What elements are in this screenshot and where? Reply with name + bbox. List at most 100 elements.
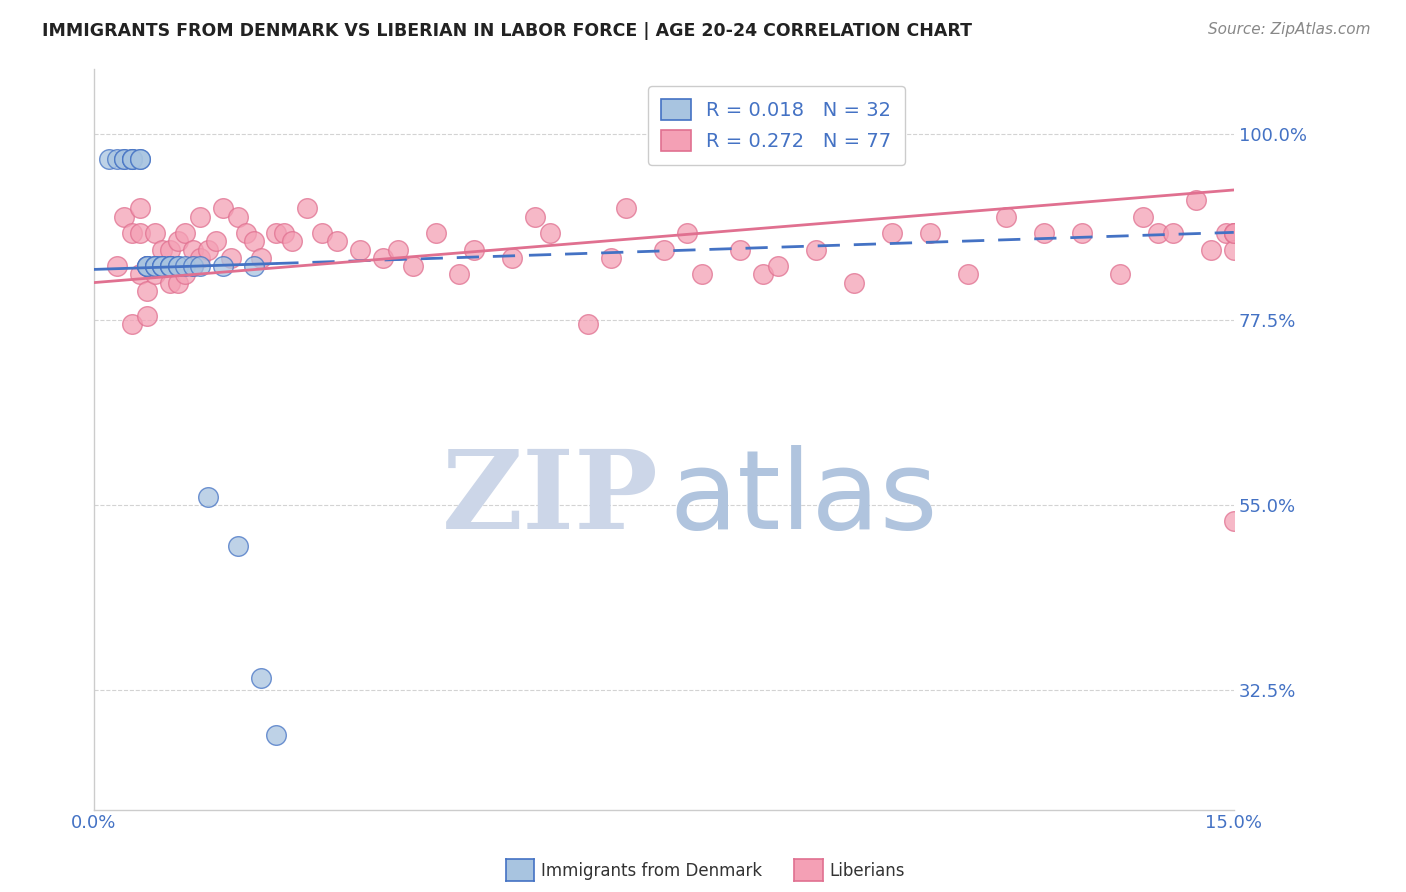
- Point: [690, 268, 713, 282]
- Point: [804, 243, 827, 257]
- Point: [266, 728, 288, 742]
- Point: [1146, 226, 1168, 240]
- Point: [212, 202, 235, 216]
- Point: [136, 259, 159, 273]
- Point: [150, 243, 173, 257]
- Point: [576, 317, 599, 331]
- Point: [250, 671, 273, 685]
- Point: [273, 226, 295, 240]
- Point: [136, 309, 159, 323]
- Point: [174, 268, 197, 282]
- Point: [159, 259, 181, 273]
- Point: [204, 235, 226, 249]
- Point: [166, 259, 188, 273]
- Point: [447, 268, 470, 282]
- Point: [112, 152, 135, 166]
- Point: [105, 259, 128, 273]
- Point: [842, 276, 865, 290]
- Point: [219, 251, 242, 265]
- Point: [136, 284, 159, 298]
- Point: [98, 152, 121, 166]
- Text: Liberians: Liberians: [830, 862, 905, 880]
- Point: [956, 268, 979, 282]
- Text: atlas: atlas: [669, 445, 938, 552]
- Point: [751, 268, 773, 282]
- Point: [197, 490, 219, 504]
- Point: [143, 268, 166, 282]
- Point: [143, 259, 166, 273]
- Point: [1108, 268, 1130, 282]
- Point: [242, 235, 264, 249]
- Point: [994, 210, 1017, 224]
- Point: [112, 210, 135, 224]
- Point: [675, 226, 697, 240]
- Point: [143, 259, 166, 273]
- Point: [538, 226, 561, 240]
- Point: [121, 152, 143, 166]
- Point: [143, 226, 166, 240]
- Point: [242, 259, 264, 273]
- Point: [112, 152, 135, 166]
- Point: [1184, 194, 1206, 208]
- Point: [226, 539, 249, 553]
- Point: [387, 243, 409, 257]
- Point: [402, 259, 425, 273]
- Point: [880, 226, 903, 240]
- Point: [128, 152, 150, 166]
- Point: [174, 259, 197, 273]
- Text: ZIP: ZIP: [441, 445, 658, 552]
- Point: [121, 152, 143, 166]
- Point: [235, 226, 257, 240]
- Legend: R = 0.018   N = 32, R = 0.272   N = 77: R = 0.018 N = 32, R = 0.272 N = 77: [648, 86, 905, 165]
- Point: [1032, 226, 1054, 240]
- Point: [1132, 210, 1154, 224]
- Text: Immigrants from Denmark: Immigrants from Denmark: [541, 862, 762, 880]
- Point: [136, 259, 159, 273]
- Point: [1215, 226, 1237, 240]
- Point: [166, 276, 188, 290]
- Point: [181, 259, 204, 273]
- Point: [159, 243, 181, 257]
- Point: [174, 226, 197, 240]
- Point: [128, 152, 150, 166]
- Point: [326, 235, 349, 249]
- Point: [599, 251, 621, 265]
- Point: [121, 226, 143, 240]
- Point: [121, 317, 143, 331]
- Point: [918, 226, 941, 240]
- Point: [1223, 226, 1246, 240]
- Point: [128, 226, 150, 240]
- Point: [250, 251, 273, 265]
- Point: [266, 226, 288, 240]
- Point: [159, 259, 181, 273]
- Point: [1223, 226, 1246, 240]
- Point: [188, 251, 211, 265]
- Point: [159, 259, 181, 273]
- Point: [181, 243, 204, 257]
- Point: [1199, 243, 1222, 257]
- Point: [105, 152, 128, 166]
- Point: [136, 259, 159, 273]
- Point: [188, 259, 211, 273]
- Point: [523, 210, 546, 224]
- Point: [150, 259, 173, 273]
- Point: [136, 259, 159, 273]
- Point: [181, 259, 204, 273]
- Point: [150, 259, 173, 273]
- Point: [159, 276, 181, 290]
- Point: [226, 210, 249, 224]
- Point: [311, 226, 333, 240]
- Point: [349, 243, 371, 257]
- Point: [212, 259, 235, 273]
- Text: Source: ZipAtlas.com: Source: ZipAtlas.com: [1208, 22, 1371, 37]
- Point: [728, 243, 751, 257]
- Point: [128, 202, 150, 216]
- Point: [614, 202, 637, 216]
- Point: [166, 259, 188, 273]
- Point: [1161, 226, 1184, 240]
- Point: [121, 152, 143, 166]
- Point: [280, 235, 302, 249]
- Point: [766, 259, 789, 273]
- Point: [197, 243, 219, 257]
- Point: [463, 243, 485, 257]
